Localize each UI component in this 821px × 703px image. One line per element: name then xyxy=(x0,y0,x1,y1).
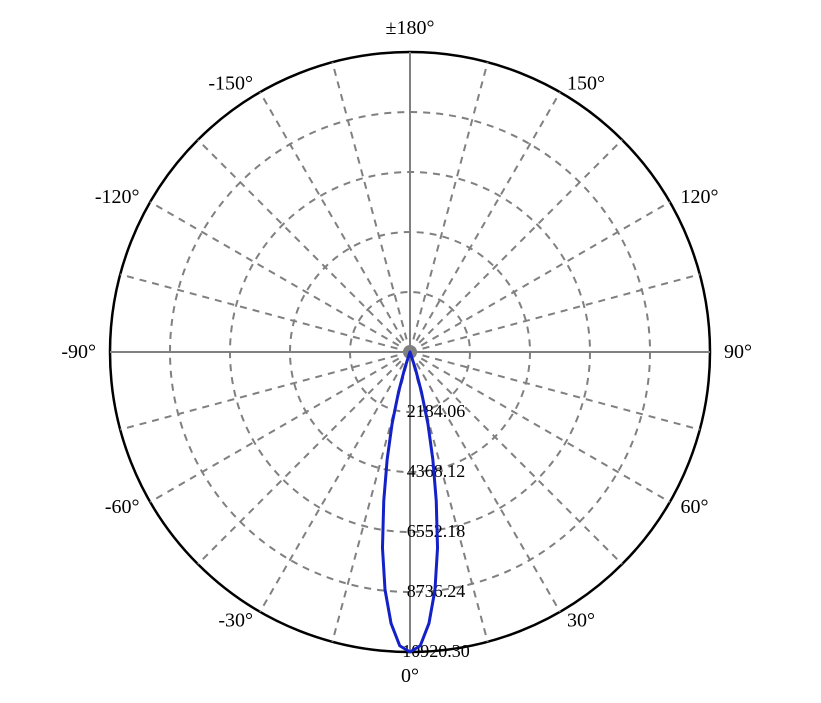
grid-spoke xyxy=(198,352,410,564)
angle-label: ±180° xyxy=(386,17,435,39)
grid-spoke xyxy=(198,140,410,352)
grid-spoke xyxy=(332,62,410,352)
polar-plot: ±180° 150° 120° 90° 60° 30° 0° -30° -60° -90° -120… xyxy=(0,0,821,703)
radial-label: 4368.12 xyxy=(407,461,466,481)
radial-label: 2184.06 xyxy=(407,401,466,421)
grid-spoke xyxy=(120,352,410,430)
grid-spoke xyxy=(410,352,560,612)
grid-spoke xyxy=(120,274,410,352)
grid-spoke xyxy=(410,62,488,352)
grid-spoke xyxy=(410,274,700,352)
angle-label: 120° xyxy=(680,186,718,208)
angle-label: 90° xyxy=(724,341,752,363)
angle-label: -60° xyxy=(105,496,140,518)
grid-spoke xyxy=(150,352,410,502)
angle-label: 150° xyxy=(567,73,605,95)
angle-label: 60° xyxy=(680,496,708,518)
angle-label: -120° xyxy=(95,186,140,208)
grid-spoke xyxy=(410,202,670,352)
grid-spoke xyxy=(150,202,410,352)
grid-spoke xyxy=(260,352,410,612)
grid-spoke xyxy=(410,92,560,352)
grid-spoke xyxy=(410,140,622,352)
angle-label: 30° xyxy=(567,609,595,631)
angle-label: 0° xyxy=(401,665,419,687)
angle-label: -30° xyxy=(218,609,253,631)
angle-label: -150° xyxy=(208,73,253,95)
grid-spoke xyxy=(260,92,410,352)
angle-label: -90° xyxy=(61,341,96,363)
